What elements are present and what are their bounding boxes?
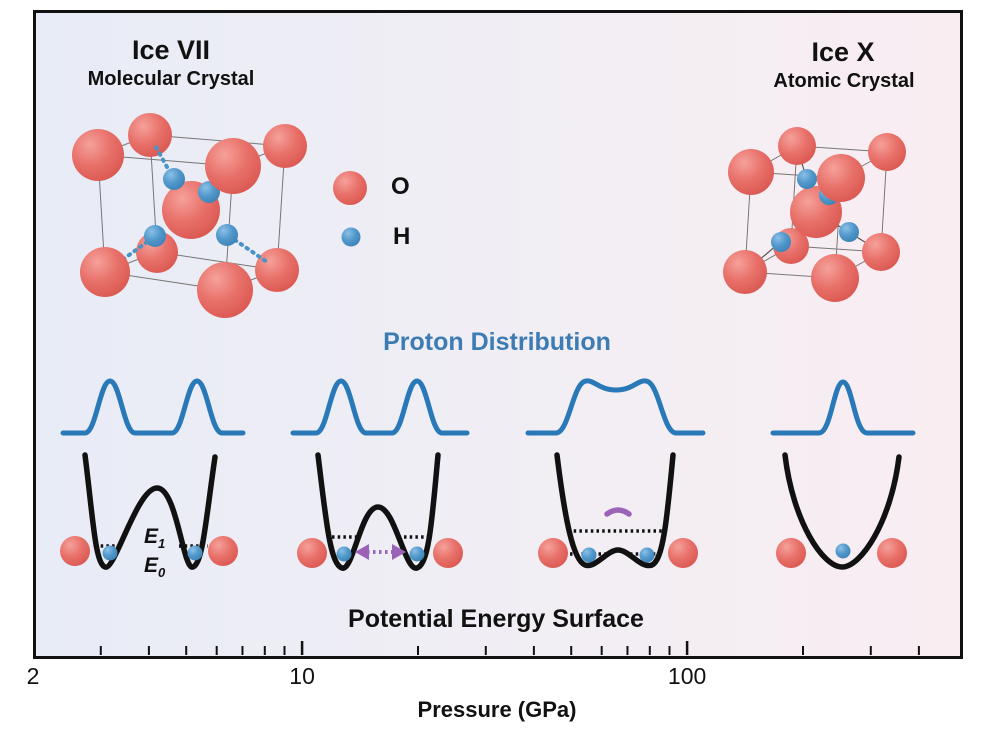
energy-level-label-e0: E0	[144, 554, 165, 580]
oxygen-atom	[255, 248, 299, 292]
oxygen-atom	[877, 538, 907, 568]
phase-left-subtitle: Molecular Crystal	[87, 68, 255, 90]
hydrogen-atom	[839, 222, 859, 242]
oxygen-atom	[778, 127, 816, 165]
legend-hydrogen-label: H	[393, 223, 411, 250]
oxygen-atom	[817, 154, 865, 202]
tunneling-arrowhead-left	[355, 544, 369, 560]
hydrogen-atom	[336, 546, 352, 562]
hydrogen-atom	[771, 232, 791, 252]
oxygen-atom	[208, 536, 238, 566]
oxygen-atom	[128, 113, 172, 157]
oxygen-atom	[205, 138, 261, 194]
legend-oxygen-sphere	[333, 171, 367, 205]
axis-tick-label: 100	[667, 663, 707, 689]
hydrogen-atom	[144, 225, 166, 247]
energy-level-lines	[95, 529, 663, 556]
axis-title: Pressure (GPa)	[417, 697, 577, 722]
hydrogen-atom	[102, 545, 118, 561]
axis-tick-label: 2	[26, 663, 40, 689]
oxygen-atom	[668, 538, 698, 568]
oxygen-atom	[72, 129, 124, 181]
axis-ticks	[99, 641, 920, 655]
e1-subscript: 1	[158, 536, 166, 552]
oxygen-atom	[811, 254, 859, 302]
hydrogen-atom	[581, 547, 597, 563]
legend-hydrogen-sphere	[341, 227, 361, 247]
phase-left-title: Ice VII	[131, 35, 211, 65]
e1-symbol: E	[144, 525, 159, 548]
proton-distribution-label: Proton Distribution	[383, 328, 611, 356]
potential-curve-panel-2	[315, 452, 441, 571]
oxygen-atom	[197, 262, 253, 318]
plot-frame: Ice VII Molecular Crystal Ice X Atomic C…	[33, 10, 963, 659]
hydrogen-atom	[797, 169, 817, 189]
oxygen-atom	[60, 536, 90, 566]
hydrogen-atom	[187, 545, 203, 561]
potential-curve-panel-4	[782, 452, 902, 570]
hydrogen-atom	[216, 224, 238, 246]
e0-symbol: E	[144, 554, 159, 577]
axis-tick-label: 10	[289, 663, 315, 689]
ice-x-structure	[723, 127, 906, 302]
hydrogen-atom	[409, 546, 425, 562]
distribution-curve-panel-3	[525, 378, 706, 436]
barrier-arc	[604, 507, 632, 517]
phase-right-title: Ice X	[811, 37, 875, 67]
e0-subscript: 0	[158, 565, 166, 581]
oxygen-atom	[776, 538, 806, 568]
potential-energy-surface-label: Potential Energy Surface	[348, 605, 644, 633]
hydrogen-atom	[639, 547, 655, 563]
distribution-curve-panel-4	[770, 379, 916, 436]
tunneling-annotations	[355, 507, 632, 560]
ice-vii-structure	[72, 113, 307, 318]
oxygen-atom	[723, 250, 767, 294]
potential-curve-panel-3	[554, 452, 676, 569]
oxygen-atom	[862, 233, 900, 271]
legend-oxygen-label: O	[391, 173, 410, 200]
well-atoms	[60, 536, 907, 568]
proton-distribution-curves	[60, 378, 916, 436]
hydrogen-atom	[835, 543, 851, 559]
distribution-curve-panel-2	[290, 378, 470, 436]
oxygen-atom	[728, 149, 774, 195]
oxygen-atom	[80, 247, 130, 297]
phase-right-subtitle: Atomic Crystal	[773, 70, 915, 92]
oxygen-atom	[297, 538, 327, 568]
oxygen-atom	[433, 538, 463, 568]
hydrogen-atom	[163, 168, 185, 190]
energy-level-label-e1: E1	[144, 525, 165, 551]
oxygen-atom	[263, 124, 307, 168]
figure-graphics	[33, 10, 963, 659]
oxygen-atom	[538, 538, 568, 568]
potential-wells	[82, 452, 902, 571]
oxygen-atom	[868, 133, 906, 171]
distribution-curve-panel-1	[60, 378, 246, 436]
tunneling-arrowhead-right	[392, 544, 406, 560]
